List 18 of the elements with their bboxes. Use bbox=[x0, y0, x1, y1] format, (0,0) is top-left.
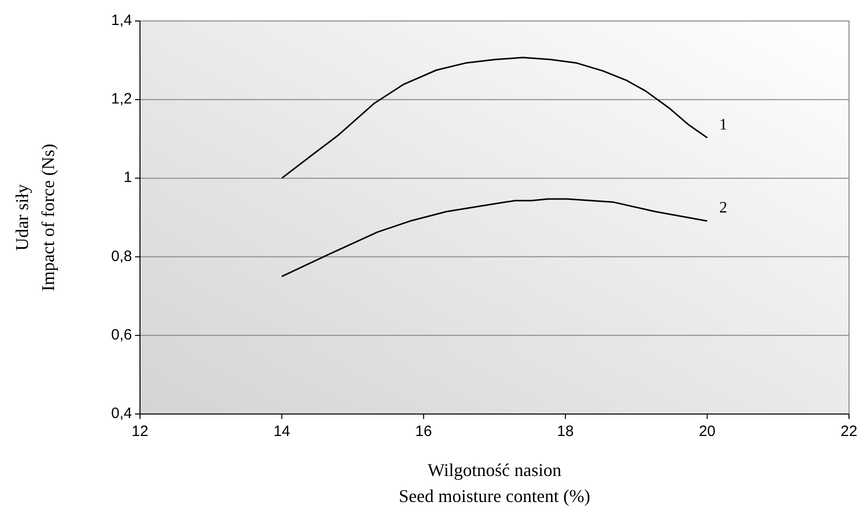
y-tick-label: 0,6 bbox=[111, 326, 132, 344]
y-tick-label: 1,2 bbox=[111, 90, 132, 108]
x-tick-label: 18 bbox=[557, 423, 574, 440]
line-series bbox=[281, 198, 708, 278]
x-tick-label: 14 bbox=[273, 423, 290, 440]
x-tick-label: 16 bbox=[415, 423, 432, 440]
y-axis-title: Udar siły Impact of force (Ns) bbox=[12, 144, 58, 292]
y-tick-label: 1 bbox=[124, 169, 132, 186]
x-tick-label: 20 bbox=[698, 423, 716, 440]
x-axis-title: Wilgotność nasion Seed moisture content (%) bbox=[398, 460, 590, 506]
x-tick-label: 22 bbox=[840, 423, 858, 440]
y-tick-label: 0,8 bbox=[111, 248, 132, 265]
x-tick-label: 12 bbox=[132, 423, 148, 440]
series-label: 1 bbox=[719, 116, 728, 134]
line-series bbox=[281, 56, 708, 179]
y-tick-label: 1,4 bbox=[111, 12, 132, 29]
series-label: 2 bbox=[719, 200, 728, 217]
y-tick-label: 0,4 bbox=[111, 404, 132, 422]
